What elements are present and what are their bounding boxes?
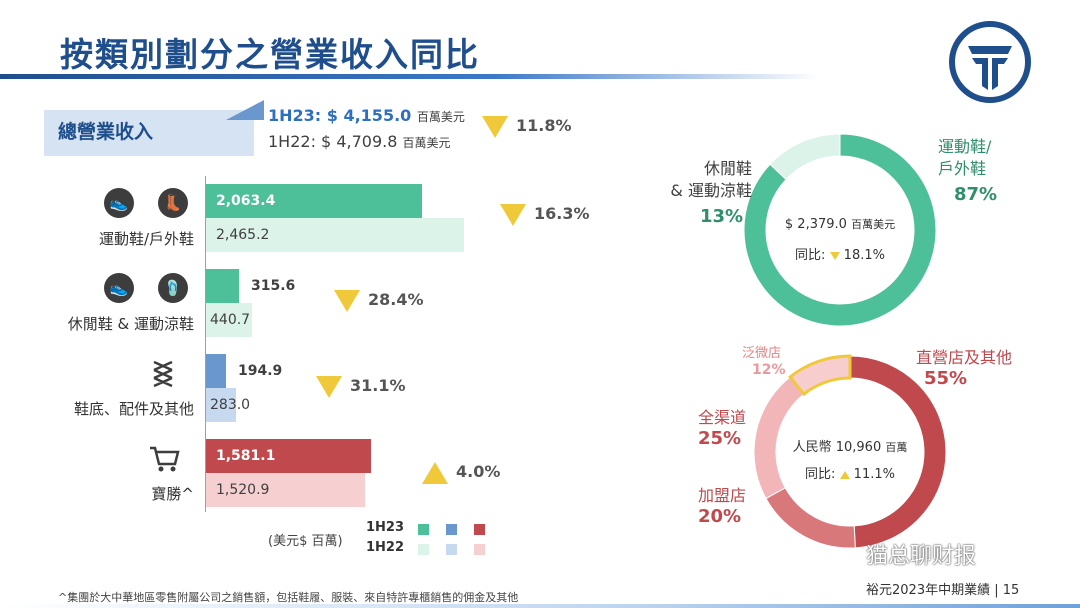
bar-value-label: 1,581.1 xyxy=(216,448,276,464)
change-pct-label: 4.0% xyxy=(456,462,501,481)
donut2-slice-franchise-label: 加盟店 xyxy=(698,486,747,505)
bar-1h23 xyxy=(206,269,239,303)
legend-1h23-red-swatch xyxy=(474,524,485,535)
unit-note: (美元$ 百萬) xyxy=(268,534,343,549)
donut-slice xyxy=(743,133,937,327)
boot-icon: 👢 xyxy=(158,188,188,218)
bar-1h22 xyxy=(206,218,464,252)
bar-value-label: 1,520.9 xyxy=(216,482,270,498)
category-label: 鞋底、配件及其他 xyxy=(73,400,194,418)
total-revenue-label: 總營業收入 xyxy=(58,121,154,143)
total-1h23-amount: 1H23: $ 4,155.0 xyxy=(268,106,412,125)
legend-1h22-label: 1H22 xyxy=(366,540,405,555)
donut2-center-amount: 人民幣 10,960 百萬 xyxy=(775,436,925,455)
donut2-unit: 百萬 xyxy=(885,441,908,454)
donut-slice xyxy=(769,133,841,181)
bar-1h22 xyxy=(206,303,252,337)
donut2-slice-omni-pct: 25% xyxy=(698,428,742,449)
donut1-amount: $ 2,379.0 xyxy=(784,217,847,232)
sandal-icon: 🩴 xyxy=(158,273,188,303)
legend-1h22-blue-swatch xyxy=(446,544,457,555)
legend-1h23-label: 1H23 xyxy=(366,520,405,535)
watermark: 猫总聊财报 xyxy=(866,544,977,569)
total-1h22-unit: 百萬美元 xyxy=(402,136,451,150)
bar-1h23 xyxy=(206,354,226,388)
donut1-slice-athletic-pct: 87% xyxy=(954,184,998,205)
donut2-change-up-icon xyxy=(839,470,850,479)
donut1-unit: 百萬美元 xyxy=(851,218,896,231)
donut2-center-change: 同比: 11.1% xyxy=(775,463,925,482)
category-label: 寶勝^ xyxy=(151,485,194,503)
donut2-change-label: 同比: xyxy=(805,467,836,482)
change-down-icon xyxy=(316,376,342,398)
company-logo-icon xyxy=(949,21,1031,103)
donut-slice xyxy=(765,487,856,549)
donut1-center-change: 同比: 18.1% xyxy=(770,244,910,263)
bar-value-label: 2,063.4 xyxy=(216,193,276,209)
bar-1h22 xyxy=(206,473,365,507)
donut2-slice-direct-label: 直營店及其他 xyxy=(916,348,1013,367)
change-down-icon xyxy=(500,204,526,226)
donut2-slice-direct-pct: 55% xyxy=(924,368,968,389)
sneaker-icon: 👟 xyxy=(104,188,134,218)
page-title: 按類別劃分之營業收入同比 xyxy=(60,35,480,74)
donut1-center-amount: $ 2,379.0 百萬美元 xyxy=(770,216,910,232)
total-1h23-unit: 百萬美元 xyxy=(416,110,465,124)
change-down-icon xyxy=(334,290,360,312)
donut2-slice-micro-label: 泛微店 xyxy=(742,346,782,361)
donut1-slice-casual-label: 休閒鞋 & 運動涼鞋 xyxy=(670,159,752,200)
footwear-donut-chart xyxy=(743,133,937,327)
bar-1h22 xyxy=(206,388,236,422)
channel-donut-chart xyxy=(753,354,947,549)
donut1-change-pct: 18.1% xyxy=(843,248,885,263)
canvas-shoe-icon: 👟 xyxy=(104,273,134,303)
donut1-change-down-icon xyxy=(829,251,840,260)
donut-slice xyxy=(788,354,852,397)
footnote: ^集團於大中華地區零售附屬公司之銷售額，包括鞋履、服裝、來自特許專櫃銷售的佣金及… xyxy=(58,591,519,604)
total-1h23-value: 1H23: $ 4,155.0 百萬美元 xyxy=(268,106,465,125)
category-label: 運動鞋/戶外鞋 xyxy=(98,230,194,248)
donut-slice xyxy=(849,355,947,549)
bar-value-label: 315.6 xyxy=(251,278,296,294)
title-underline xyxy=(0,74,820,79)
bar-chart-axis xyxy=(205,176,206,512)
shoelace-icon xyxy=(153,360,173,388)
bar-1h23 xyxy=(206,439,371,473)
donut2-slice-micro-pct: 12% xyxy=(752,362,786,378)
category-label: 休閒鞋 & 運動涼鞋 xyxy=(67,315,194,333)
total-pointer-icon xyxy=(226,100,264,120)
donut1-slice-athletic-label: 運動鞋/ 戶外鞋 xyxy=(938,137,992,178)
change-pct-label: 31.1% xyxy=(350,376,406,395)
bar-value-label: 2,465.2 xyxy=(216,227,270,243)
donut2-slice-omni-label: 全渠道 xyxy=(698,408,747,427)
donut2-change-pct: 11.1% xyxy=(853,467,895,482)
total-revenue-label-box xyxy=(44,110,254,156)
bar-value-label: 440.7 xyxy=(210,312,251,328)
change-pct-label: 16.3% xyxy=(534,204,590,223)
donut2-slice-franchise-pct: 20% xyxy=(698,506,742,527)
donut2-amount: 人民幣 10,960 xyxy=(792,440,882,455)
legend-1h22-green-swatch xyxy=(418,544,429,555)
total-1h22-amount: 1H22: $ 4,709.8 xyxy=(268,132,398,151)
donut1-change-label: 同比: xyxy=(795,248,826,263)
donut1-slice-casual-pct: 13% xyxy=(700,206,744,227)
legend-1h23-blue-swatch xyxy=(446,524,457,535)
bar-value-label: 194.9 xyxy=(238,363,283,379)
change-pct-label: 28.4% xyxy=(368,290,424,309)
bar-value-label: 283.0 xyxy=(210,397,251,413)
legend-1h22-red-swatch xyxy=(474,544,485,555)
legend-1h23-green-swatch xyxy=(418,524,429,535)
shopping-cart-icon xyxy=(150,446,180,472)
footer-bar xyxy=(0,604,1080,608)
total-change-pct: 11.8% xyxy=(516,116,572,135)
footer-page-label: 裕元2023年中期業績 | 15 xyxy=(866,583,1020,598)
total-1h22-value: 1H22: $ 4,709.8 百萬美元 xyxy=(268,132,451,151)
change-up-icon xyxy=(422,462,448,484)
bar-1h23 xyxy=(206,184,422,218)
total-change-down-icon xyxy=(482,116,508,138)
